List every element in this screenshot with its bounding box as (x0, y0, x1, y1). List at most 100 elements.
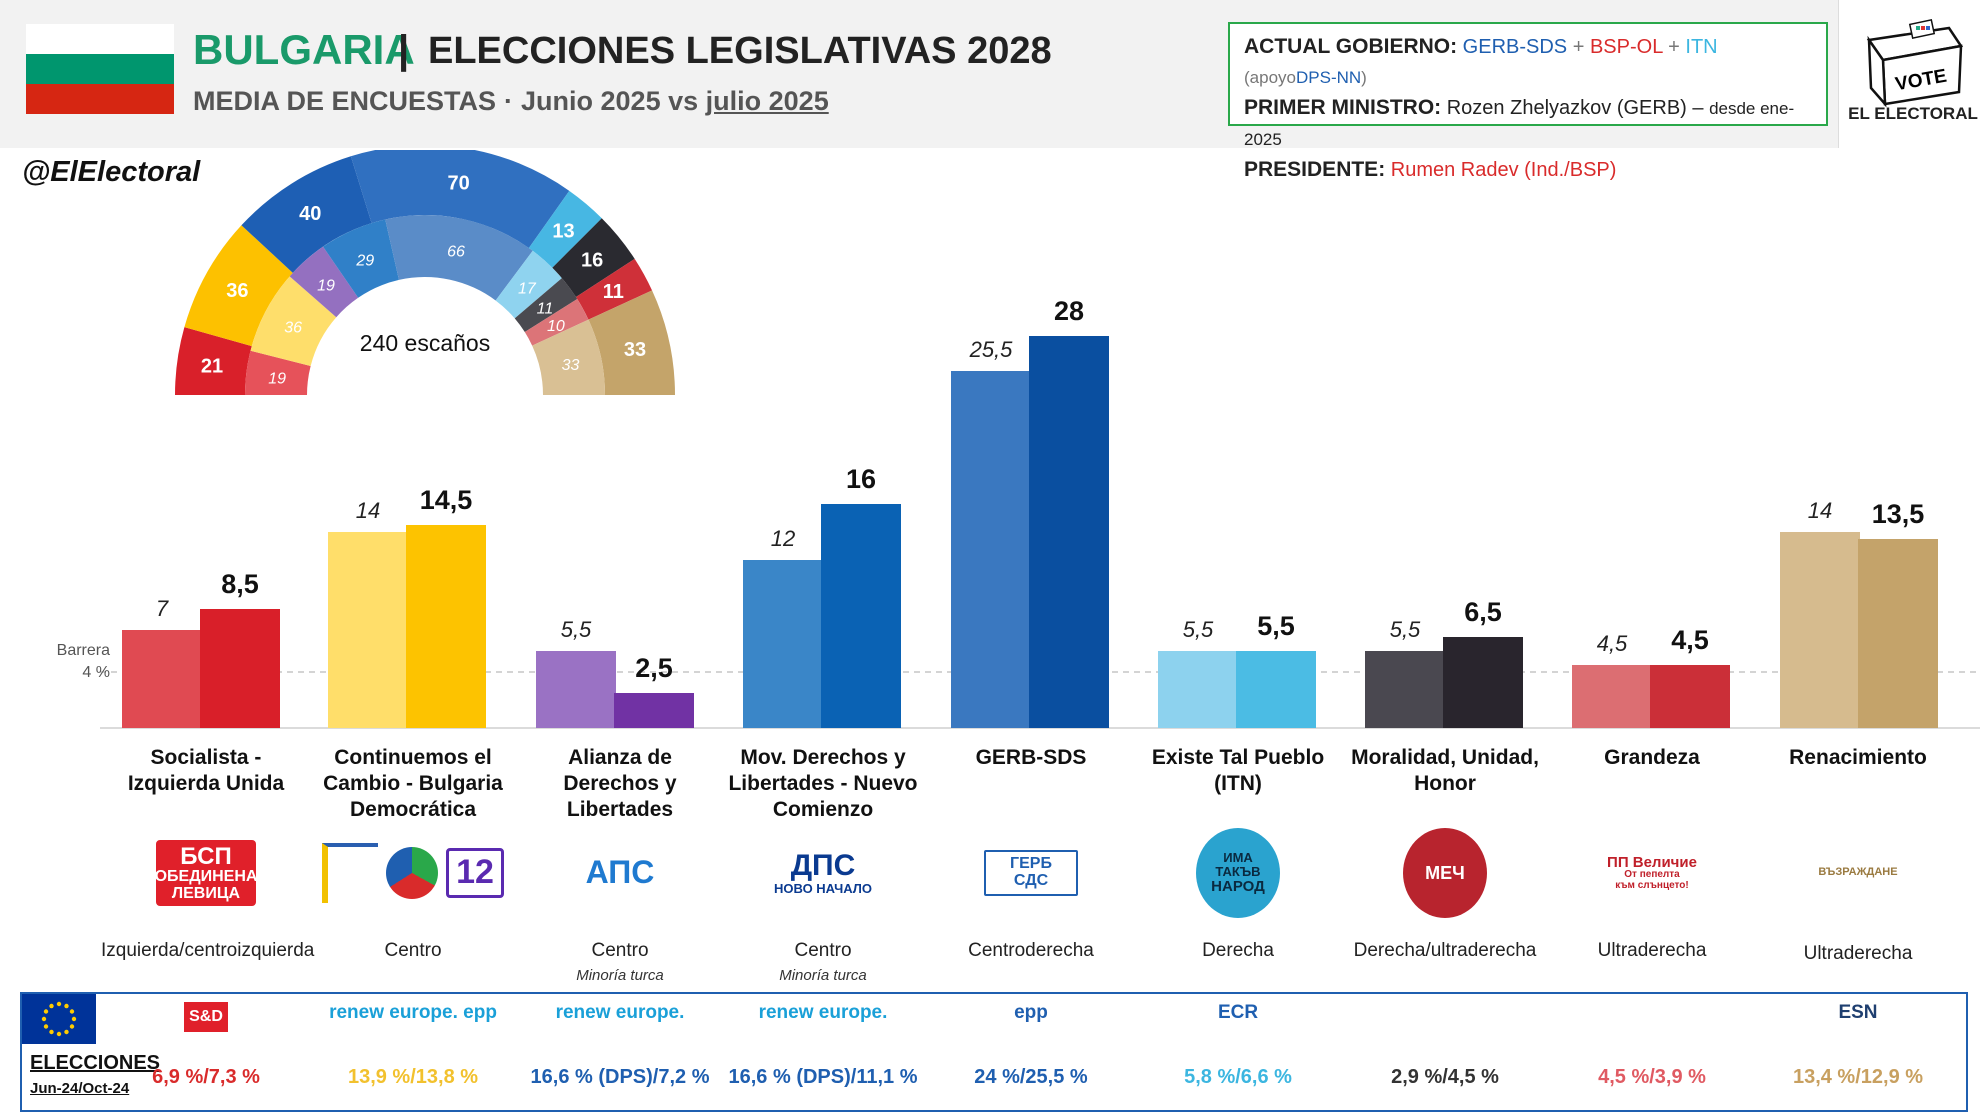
hemicycle-inner-seat-label: 11 (537, 301, 554, 318)
twitter-handle: @ElElectoral (22, 156, 201, 188)
party-election-result: 13,4 %/12,9 % (1792, 1066, 1924, 1088)
eu-star (41, 1016, 47, 1022)
bar-previous-label: 4,5 (1597, 631, 1628, 656)
bar-current-label: 14,5 (420, 485, 473, 515)
hemicycle-outer-seat-label: 21 (201, 356, 223, 378)
gov-party-bsp: BSP-OL (1589, 36, 1663, 58)
hemicycle-inner-seat-label: 19 (317, 278, 335, 295)
bar-current (1650, 665, 1730, 728)
gov-party-itn: ITN (1685, 36, 1718, 58)
party-logo-text: НАРОД (1211, 877, 1265, 895)
bar-current (1236, 651, 1316, 728)
hemicycle-outer-segment (184, 225, 293, 347)
party-election-result: 6,9 %/7,3 % (152, 1066, 260, 1088)
eu-star (69, 1024, 75, 1029)
hemicycle-inner-seat-label: 66 (447, 243, 465, 260)
bar-current-label: 5,5 (1257, 611, 1295, 641)
hemicycle-outer-segment (552, 218, 635, 297)
party-ideology: Centro (794, 940, 852, 961)
bar-current-label: 6,5 (1464, 597, 1502, 627)
elections-dates: Jun-24/Oct-24 (30, 1080, 130, 1097)
eu-group-logo: renew europe. (555, 1002, 685, 1023)
hemicycle-outer-segment (350, 150, 570, 249)
bar-previous (122, 630, 202, 728)
bar-previous (743, 560, 823, 728)
party-logo: ПП Величие От пепелта към слънцето! (1592, 828, 1712, 918)
party-ideology: Ultraderecha (1803, 943, 1913, 964)
party-name-line: Derechos y (563, 772, 677, 795)
party-logo-text: ТАКЪВ (1215, 864, 1261, 880)
party-name-line: Existe Tal Pueblo (1151, 746, 1325, 769)
bar-current (1029, 336, 1109, 728)
hemicycle-outer-segment (588, 290, 675, 395)
bar-current-label: 4,5 (1671, 625, 1709, 655)
eu-star (71, 1016, 77, 1022)
eu-star (64, 1029, 69, 1035)
gov-plus-2: + (1668, 36, 1680, 58)
hemicycle-outer-seat-label: 11 (603, 281, 624, 303)
page-title: ELECCIONES LEGISLATIVAS 2028 (428, 30, 1052, 72)
bar-current (1443, 637, 1523, 728)
hemicycle-inner-segment (323, 219, 399, 298)
eu-star (64, 1003, 69, 1009)
hemicycle-inner-segment (250, 276, 337, 366)
party-logo-text: 12 (456, 853, 494, 892)
eu-flag-icon (22, 994, 96, 1044)
barrier-label-line1: Barrera (56, 642, 110, 659)
barrier-label-line2: 4 % (82, 664, 110, 681)
brand-name: EL ELECTORAL (1848, 104, 1978, 123)
president-value: Rumen Radev (Ind./BSP) (1390, 159, 1617, 181)
bar-current-label: 13,5 (1872, 499, 1925, 529)
barrier-label: Barrera 4 % (30, 640, 110, 684)
party-election-result: 5,8 %/6,6 % (1184, 1066, 1292, 1088)
party-name: Socialista - Izquierda Unida (101, 745, 311, 797)
hemicycle-inner-segment (495, 250, 562, 319)
party-name-line: Grandeza (1604, 746, 1700, 769)
party-logo-text: ПП Величие (1607, 853, 1697, 871)
hemicycle-inner-seat-label: 10 (547, 318, 565, 335)
hemicycle-outer-seat-label: 33 (624, 339, 646, 361)
hemicycle-outer-seat-label: 36 (226, 280, 248, 302)
subtitle-from: Junio 2025 vs (521, 86, 699, 116)
el-electoral-logo: VOTE EL ELECTORAL (1838, 0, 1986, 148)
eu-star (69, 1009, 75, 1014)
gov-support: (apoyo (1244, 68, 1296, 87)
bar-previous (1365, 651, 1445, 728)
bar-current-label: 2,5 (635, 653, 673, 683)
hemicycle-inner-segment (532, 319, 605, 395)
party-logo: МЕЧ (1385, 828, 1505, 918)
party-ideology-note: Minoría turca (779, 967, 867, 984)
bar-previous-label: 5,5 (1183, 617, 1214, 642)
party-name: Renacimiento (1753, 745, 1963, 771)
party-name: Existe Tal Pueblo (ITN) (1133, 745, 1343, 797)
ballot-box-icon: VOTE (1866, 18, 1964, 108)
party-logo-mark: БСП ОБЕДИНЕНА ЛЕВИЦА (155, 839, 257, 907)
party-election-result: 16,6 % (DPS)/7,2 % (530, 1066, 710, 1088)
gov-party-dps: DPS-NN (1295, 68, 1362, 87)
party-logo-text: ИМА (1223, 850, 1253, 866)
party-logo-text: МЕЧ (1425, 862, 1465, 883)
hemicycle-inner-segment (514, 278, 578, 333)
party-name-line: GERB-SDS (975, 746, 1087, 769)
pm-since: desde ene-2025 (1244, 99, 1795, 149)
party-ideology: Derecha/ultraderecha (1353, 940, 1537, 961)
party-ideology-note: Minoría turca (576, 967, 664, 984)
title-separator: | (398, 28, 410, 72)
party-logo: ГЕРБ СДС (971, 828, 1091, 918)
bar-previous (536, 651, 616, 728)
hemicycle-inner-segment (289, 246, 359, 318)
bar-current (614, 693, 694, 728)
party-logo: ИМА ТАКЪВ НАРОД (1178, 828, 1298, 918)
hemicycle-outer-segment (241, 156, 372, 273)
party-ideology: Centro (591, 940, 649, 961)
bar-current-label: 28 (1054, 296, 1084, 326)
hemicycle-center-label: 240 escaños (360, 330, 490, 356)
bar-current-label: 16 (846, 464, 876, 494)
party-logo-text: ЛЕВИЦА (171, 884, 241, 902)
hemicycle-outer-segment (528, 190, 602, 268)
party-name-line: Renacimiento (1789, 746, 1927, 769)
party-name: Moralidad, Unidad, Honor (1340, 745, 1550, 797)
subtitle-dot: · (504, 86, 514, 116)
bar-current (821, 504, 901, 728)
